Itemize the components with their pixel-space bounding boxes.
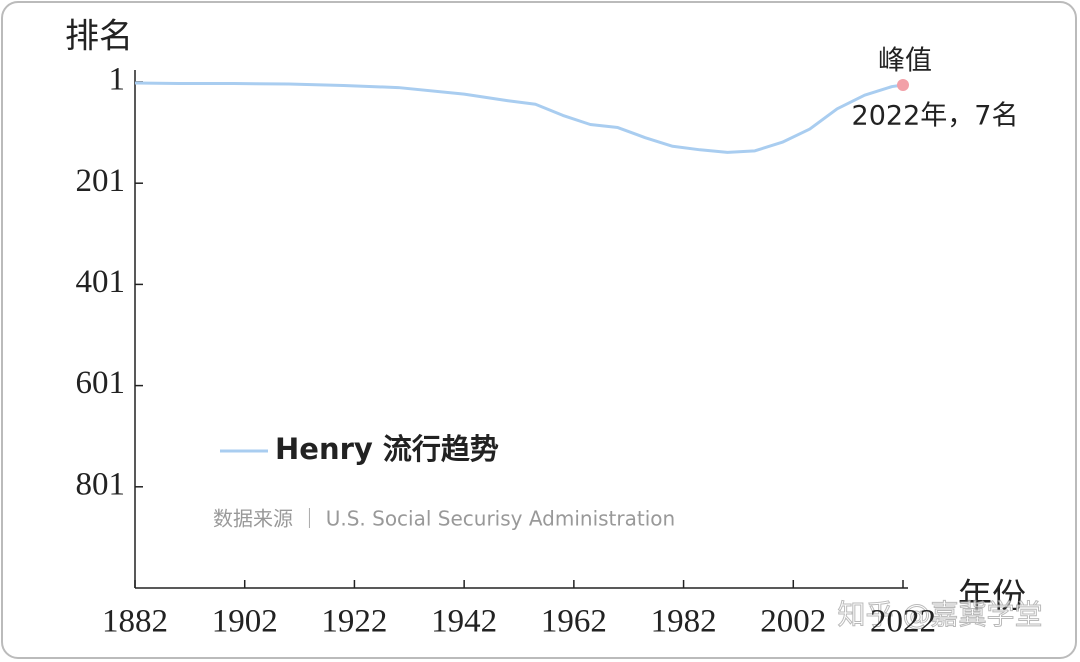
source-note: 数据来源 ｜ U.S. Social Securisy Administrati… xyxy=(213,507,675,531)
x-tick-label: 1962 xyxy=(541,604,607,640)
annotation: 2022年，7名 xyxy=(852,101,1019,132)
x-tick-label: 1902 xyxy=(212,604,278,640)
y-tick-label: 801 xyxy=(76,466,126,502)
x-tick-label: 1942 xyxy=(431,604,497,640)
x-tick-label: 1922 xyxy=(321,604,387,640)
y-tick-label: 1 xyxy=(109,62,126,98)
x-tick-label: 1982 xyxy=(651,604,717,640)
line xyxy=(134,81,904,154)
annotation: 峰值 xyxy=(878,46,932,77)
x-axis-label: 年份 xyxy=(958,577,1026,617)
legend-label: Henry 流行趋势 xyxy=(275,432,499,466)
x-tick-label: 2022 xyxy=(870,604,936,640)
watermark: 知乎 @嘉冀学堂 xyxy=(838,598,1043,631)
y-tick-label: 201 xyxy=(76,163,126,199)
y-tick-label: 601 xyxy=(76,365,126,401)
x-tick-label: 1882 xyxy=(102,604,168,640)
y-axis-label: 排名 xyxy=(65,17,133,57)
x-tick-label: 2002 xyxy=(760,604,826,640)
y-tick-label: 401 xyxy=(76,264,126,300)
peak-marker xyxy=(897,79,909,92)
